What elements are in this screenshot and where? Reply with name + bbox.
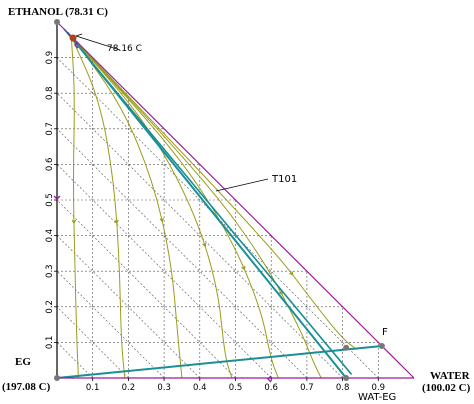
residue-curve [70,35,358,350]
tick-label-left: 0.7 [45,122,55,136]
edge-marker-left [53,195,61,200]
tick-label-left: 0.8 [45,86,55,100]
process-line [56,344,382,379]
markers-layer [53,19,385,383]
vertex-label-ethanol: ETHANOL (78.31 C) [8,6,108,18]
tick-label-bottom: 0.1 [86,383,100,393]
azeotrope-leader-arrow [75,33,83,37]
residue-curve [70,35,279,379]
residue-curve-arrow [202,242,207,248]
tick-label-left: 0.1 [45,336,55,350]
tick-label-left: 0.6 [45,158,55,172]
boundary-label: T101 [271,174,297,185]
eg-vertex-node [54,375,60,381]
grid-line-eg [56,342,93,379]
grid-line-eg [56,164,272,379]
grid-line-eg [56,270,165,379]
tick-label-left: 0.4 [45,229,55,243]
vertex-label-eg: EG [15,356,31,368]
tick-label-bottom: 0.7 [300,383,314,393]
residue-curve-arrow [289,271,294,276]
product-label: WAT-EG [358,392,396,403]
distillation-boundary-line [63,28,353,375]
vertex-temp-eg: (197.08 C) [2,381,51,393]
grid-line-eg [56,235,201,379]
vertex-label-water: WATER [430,370,471,382]
residue-curve [70,35,322,379]
residue-curve [70,35,233,379]
edge-marker-top [74,41,79,49]
tick-label-left: 0.2 [45,300,55,314]
tick-label-bottom: 0.8 [336,383,350,393]
tick-label-left: 0.9 [45,51,55,65]
process-lines-layer [56,28,382,379]
tick-label-bottom: 0.9 [372,383,386,393]
grid-line-eg [56,199,236,379]
grid-line-eg [56,128,308,379]
grid-line-eg [56,92,343,379]
grid-line-eg [56,306,129,379]
tick-label-bottom: 0.4 [193,383,207,393]
azeotrope-node [69,34,77,42]
residue-curve [70,36,126,379]
ethanol-vertex-node [54,19,60,25]
azeotrope-leader [75,35,121,51]
residue-curve-arrow [114,219,119,225]
azeotrope-label: 78.16 C [107,44,142,54]
edge-marker-bottom [267,375,272,383]
tick-labels-layer: 0.1 0.1 0.2 0.2 0.3 0.3 0.4 0.4 0.5 0.5 0.6 0.6 0.7 0… [45,51,385,393]
tick-label-bottom: 0.5 [229,383,243,393]
residue-curve-arrow [241,265,246,271]
residue-curve [70,35,183,379]
boundary-leader [215,178,269,192]
residue-curves-layer [70,35,358,379]
tick-label-bottom: 0.3 [157,383,171,393]
residue-curve-arrow [159,217,164,223]
intersection-node [343,344,350,351]
frame-hypotenuse [56,21,415,379]
residue-curve-arrow [71,219,77,225]
residue-curve [70,36,79,379]
tick-label-bottom: 0.2 [122,383,136,393]
feed-label: F [382,327,388,338]
tick-label-bottom: 0.6 [264,383,278,393]
feed-node [378,342,385,349]
tick-label-left: 0.3 [45,264,55,278]
wat-eg-node [343,375,350,381]
tick-label-left: 0.5 [45,193,55,207]
vertex-temp-water: (100.02 C) [422,382,471,394]
